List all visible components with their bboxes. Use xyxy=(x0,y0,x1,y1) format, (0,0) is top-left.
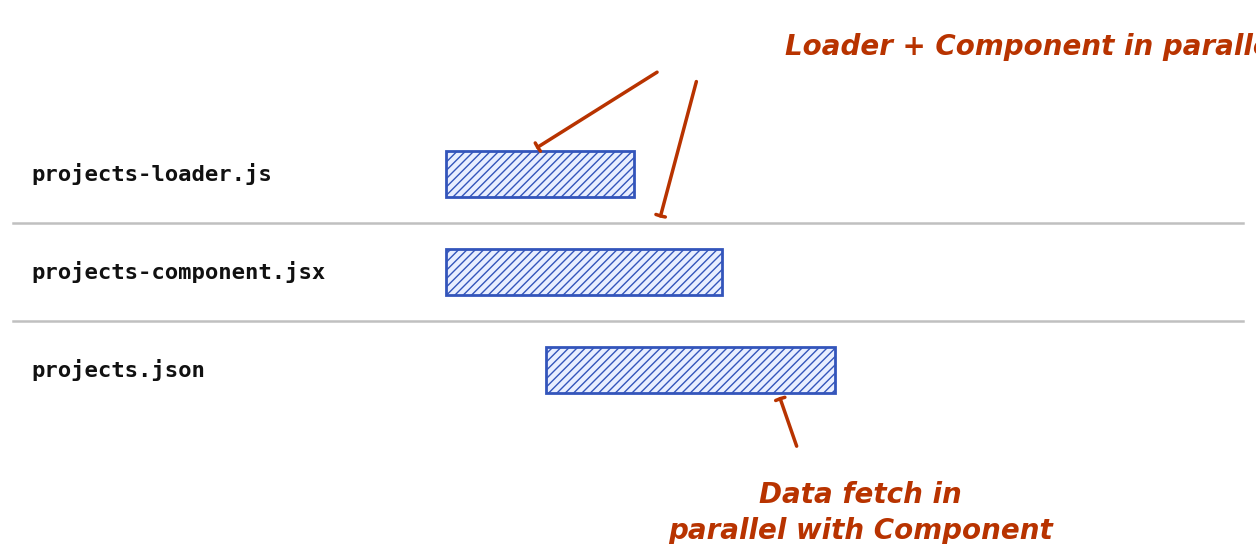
Bar xyxy=(446,151,634,197)
Text: Loader + Component in parallel!: Loader + Component in parallel! xyxy=(785,33,1256,60)
Bar xyxy=(546,347,835,393)
Bar xyxy=(446,249,722,295)
Text: projects.json: projects.json xyxy=(31,359,205,381)
Text: Data fetch in: Data fetch in xyxy=(759,481,962,509)
Text: projects-component.jsx: projects-component.jsx xyxy=(31,261,325,283)
Text: projects-loader.js: projects-loader.js xyxy=(31,163,273,185)
Text: parallel with Component: parallel with Component xyxy=(668,517,1053,544)
